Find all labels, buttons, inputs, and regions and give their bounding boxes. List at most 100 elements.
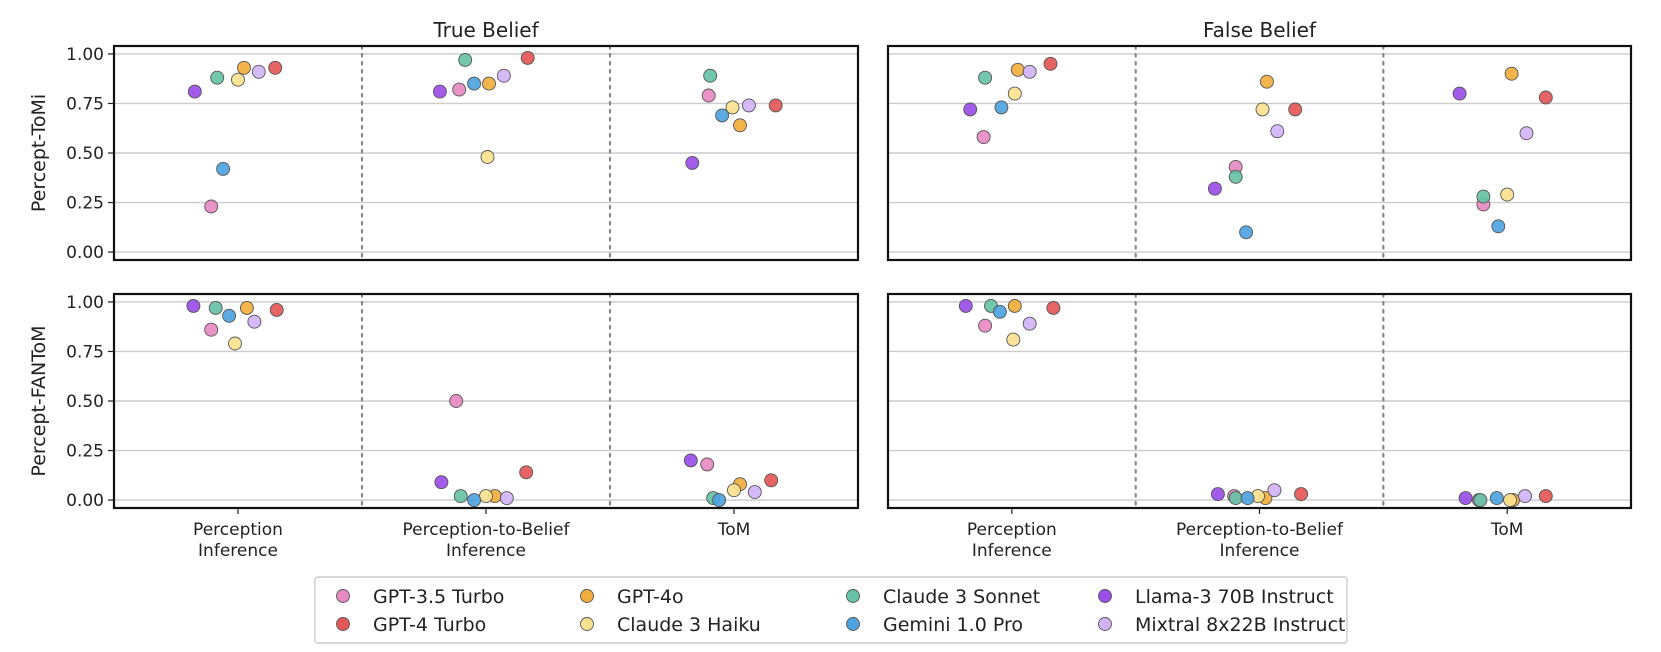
- data-point: [994, 100, 1009, 115]
- legend-label: Claude 3 Sonnet: [883, 586, 1040, 608]
- data-point: [452, 82, 467, 97]
- data-point: [1288, 102, 1303, 117]
- data-point: [1007, 86, 1022, 101]
- data-point: [701, 88, 716, 103]
- data-point: [1046, 300, 1061, 315]
- legend-label: Gemini 1.0 Pro: [883, 614, 1023, 636]
- data-point: [1010, 62, 1025, 77]
- data-point: [1504, 66, 1519, 81]
- data-point: [239, 300, 254, 315]
- data-point: [204, 322, 219, 337]
- data-point: [715, 108, 730, 123]
- legend-label: Llama-3 70B Instruct: [1135, 586, 1334, 608]
- data-point: [187, 84, 202, 99]
- data-point: [1007, 298, 1022, 313]
- data-point: [1294, 487, 1309, 502]
- data-point: [432, 84, 447, 99]
- legend-label: Mixtral 8x22B Instruct: [1135, 614, 1345, 636]
- x-tick-label: ToM: [1490, 520, 1524, 540]
- data-point: [683, 453, 698, 468]
- panel-frame: [112, 44, 860, 262]
- data-point: [1476, 189, 1491, 204]
- data-point: [453, 489, 468, 504]
- y-tick-label: 0.00: [66, 491, 104, 511]
- legend-marker: [336, 617, 350, 631]
- legend-label: GPT-3.5 Turbo: [373, 586, 504, 608]
- data-point: [251, 64, 266, 79]
- data-point: [1043, 56, 1058, 71]
- data-point: [269, 302, 284, 317]
- data-point: [1503, 493, 1518, 508]
- data-point: [1259, 74, 1274, 89]
- y-tick-label: 1.00: [66, 293, 104, 313]
- legend-label: GPT-4o: [617, 586, 684, 608]
- data-point: [479, 489, 493, 504]
- data-point: [1228, 169, 1243, 184]
- data-point: [449, 394, 464, 408]
- data-point: [963, 102, 978, 117]
- y-tick-label: 0.00: [66, 243, 104, 263]
- data-point: [1500, 187, 1515, 202]
- data-point: [978, 318, 993, 333]
- data-point: [499, 491, 514, 506]
- data-point: [222, 308, 237, 323]
- data-point: [1267, 483, 1282, 498]
- legend-marker: [1098, 589, 1112, 603]
- data-point: [685, 155, 700, 170]
- x-tick-label: Perception-to-Belief Inference: [1176, 520, 1344, 561]
- data-point: [1452, 86, 1467, 101]
- data-point: [1519, 126, 1534, 141]
- data-point: [712, 493, 727, 508]
- data-point: [1006, 332, 1021, 347]
- x-tick-label: ToM: [717, 520, 751, 540]
- data-point: [1210, 487, 1225, 502]
- data-point: [958, 298, 973, 313]
- panel-title: True Belief: [432, 18, 539, 42]
- data-point: [1270, 124, 1285, 139]
- y-tick-label: 1.00: [66, 45, 104, 65]
- legend-marker: [846, 589, 860, 603]
- y-tick-label: 0.75: [66, 94, 104, 114]
- data-point: [496, 68, 511, 83]
- data-point: [747, 485, 762, 500]
- row-label: Percept-FANToM: [28, 325, 50, 476]
- legend-box: [314, 576, 1348, 644]
- y-tick-label: 0.25: [66, 194, 104, 214]
- x-tick-label: Perception-to-Belief Inference: [403, 520, 571, 561]
- data-point: [1255, 102, 1270, 117]
- x-tick-label: Perception Inference: [967, 520, 1057, 561]
- legend-label: GPT-4 Turbo: [373, 614, 486, 636]
- data-point: [186, 298, 201, 313]
- legend-label: Claude 3 Haiku: [617, 614, 761, 636]
- data-point: [1518, 489, 1532, 504]
- data-point: [1473, 493, 1488, 508]
- data-point: [703, 68, 718, 83]
- data-point: [1538, 90, 1553, 105]
- legend-marker: [1098, 617, 1112, 631]
- data-point: [700, 457, 715, 472]
- data-point: [1538, 489, 1553, 504]
- row-label: Percept-ToMi: [28, 94, 50, 212]
- data-point: [434, 475, 449, 490]
- data-point: [741, 98, 756, 113]
- data-point: [480, 150, 495, 164]
- data-point: [520, 50, 535, 65]
- data-point: [1228, 491, 1243, 506]
- data-point: [1240, 491, 1255, 506]
- data-point: [519, 465, 534, 480]
- data-point: [1022, 64, 1037, 79]
- data-point: [458, 52, 473, 67]
- data-point: [1489, 491, 1504, 506]
- y-tick-label: 0.75: [66, 342, 104, 362]
- data-point: [1458, 491, 1473, 506]
- legend-marker: [580, 617, 594, 631]
- data-point: [976, 130, 991, 145]
- data-point: [228, 336, 242, 351]
- panel-frame: [886, 44, 1633, 262]
- data-point: [1491, 219, 1506, 234]
- data-point: [216, 161, 231, 176]
- data-point: [978, 70, 993, 85]
- data-point: [1022, 316, 1037, 331]
- data-point: [764, 473, 779, 488]
